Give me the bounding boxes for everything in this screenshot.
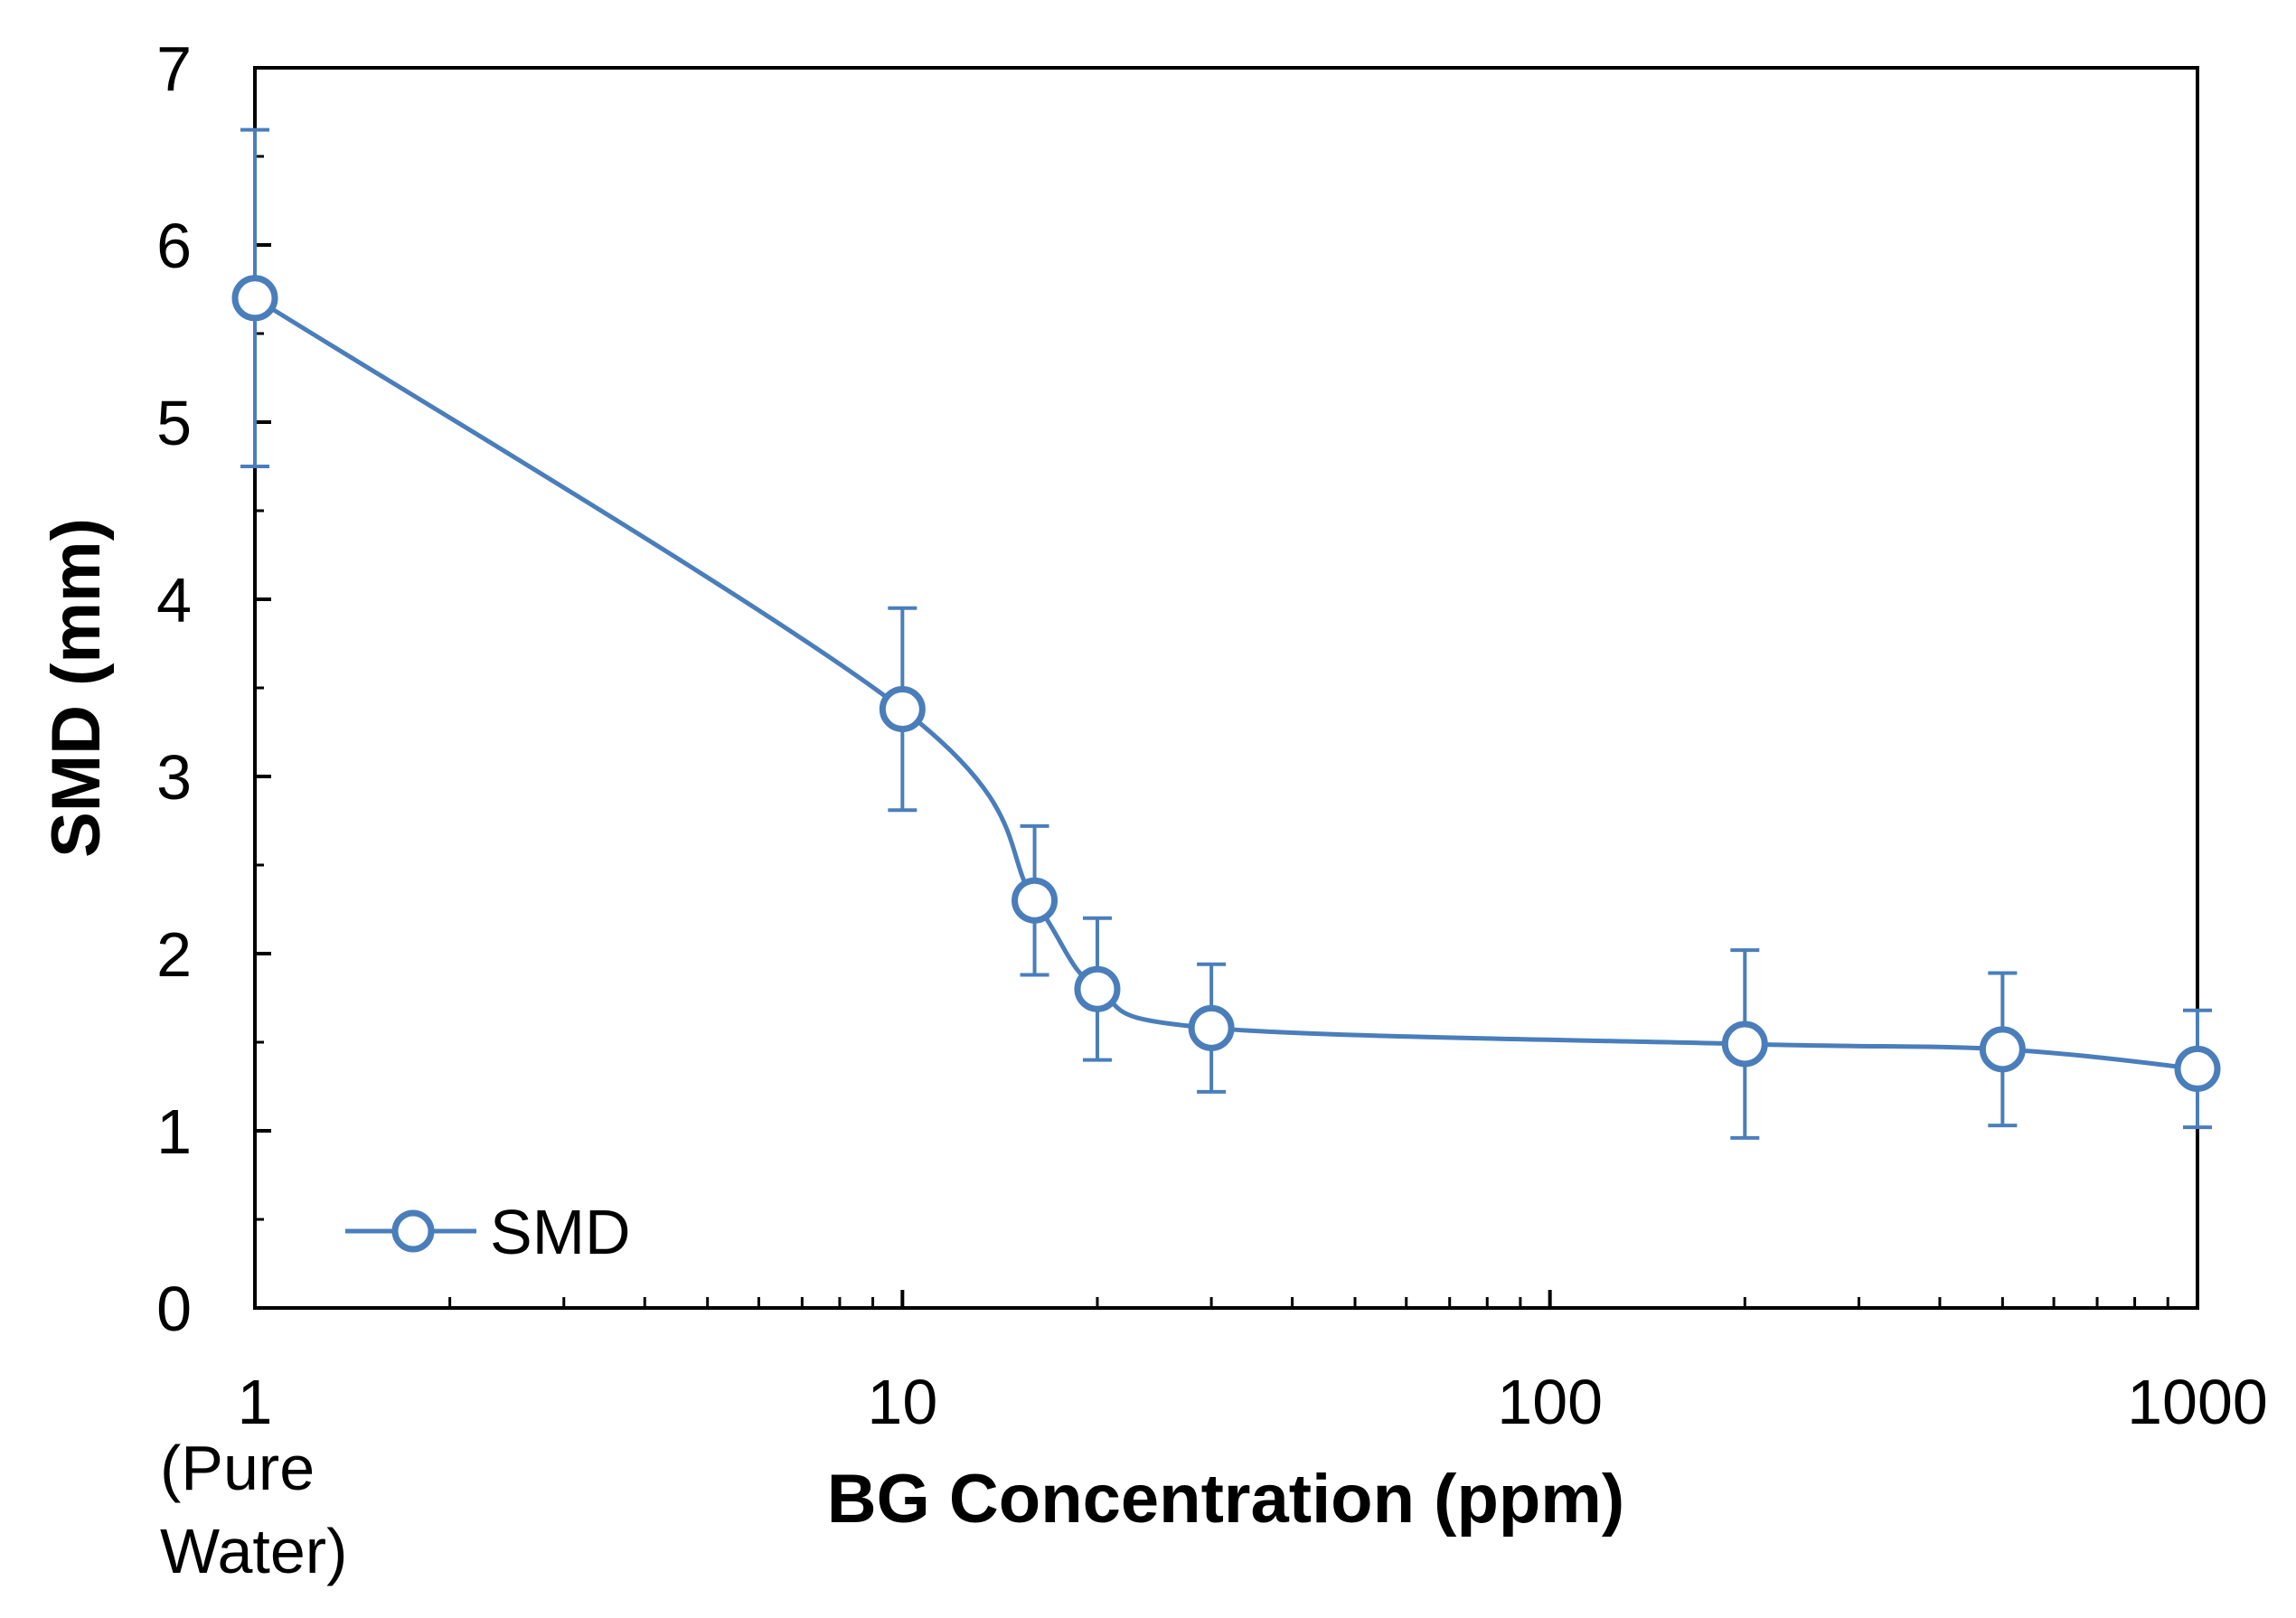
data-point: [1074, 965, 1121, 1012]
x-tick-label: 1: [238, 1367, 273, 1437]
y-tick-label: 3: [156, 742, 192, 813]
x-tick-label: 1000: [2127, 1367, 2268, 1437]
y-axis-ticks: 0 1 2 3 4 5 6 7: [156, 33, 271, 1344]
data-point: [1188, 1004, 1235, 1051]
x-tick-note-line-2: Water): [160, 1516, 347, 1586]
y-tick-label: 0: [156, 1274, 192, 1344]
data-point: [1012, 877, 1059, 924]
x-axis-ticks: 1 10 100 1000: [238, 1290, 2268, 1437]
plot-area-frame: [253, 66, 2199, 1310]
data-point: [231, 275, 278, 322]
y-tick-label: 6: [156, 211, 192, 281]
legend: SMD: [345, 1197, 631, 1267]
legend-marker-swatch: [391, 1209, 435, 1253]
series-line-smd: [253, 296, 2198, 1071]
data-point: [1979, 1026, 2026, 1073]
data-point: [2174, 1045, 2221, 1092]
y-tick-label: 4: [156, 565, 192, 635]
data-point: [1721, 1021, 1768, 1068]
x-tick-label: 100: [1497, 1367, 1603, 1437]
error-bars: [240, 127, 2212, 1140]
y-tick-label: 2: [156, 919, 192, 990]
y-tick-label: 7: [156, 33, 192, 104]
y-tick-label: 1: [156, 1096, 192, 1167]
data-markers: [231, 275, 2221, 1092]
x-axis-title: BG Concentration (ppm): [827, 1461, 1624, 1538]
legend-label-smd: SMD: [490, 1197, 631, 1267]
y-axis-title: SMD (mm): [38, 518, 115, 858]
x-tick-label: 10: [867, 1367, 937, 1437]
data-point: [879, 686, 926, 733]
x-tick-note-line-1: (Pure: [160, 1433, 315, 1503]
y-tick-label: 5: [156, 388, 192, 458]
